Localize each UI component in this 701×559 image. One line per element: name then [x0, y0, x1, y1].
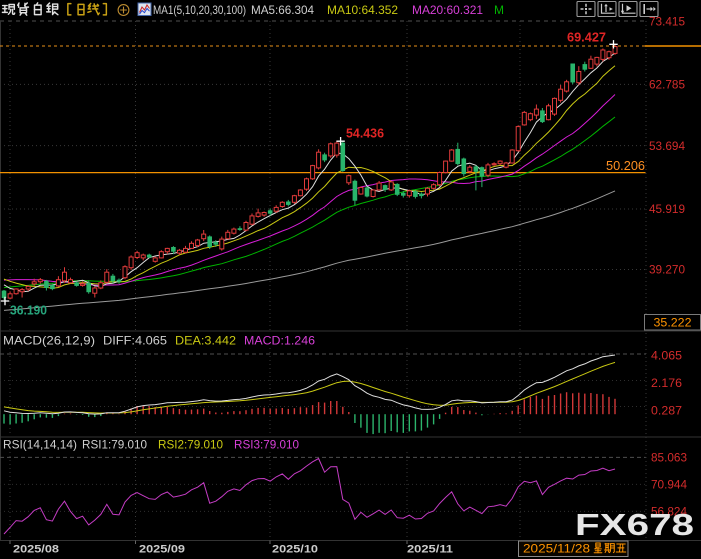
svg-text:MA1(5,10,20,30,100): MA1(5,10,20,30,100) — [153, 3, 246, 17]
svg-text:MACD(26,12,9): MACD(26,12,9) — [3, 334, 95, 348]
svg-text:2025/11/28: 2025/11/28 — [523, 542, 590, 556]
svg-text:DEA:3.442: DEA:3.442 — [175, 334, 236, 348]
svg-text:85.063: 85.063 — [651, 453, 687, 465]
svg-text:MACD:1.246: MACD:1.246 — [244, 334, 315, 348]
svg-text:39.270: 39.270 — [649, 265, 685, 277]
svg-text:2025/09: 2025/09 — [139, 544, 185, 556]
svg-text:4.065: 4.065 — [651, 351, 682, 363]
svg-text:56.824: 56.824 — [651, 507, 688, 519]
svg-text:54.436: 54.436 — [346, 126, 384, 141]
svg-text:69.427: 69.427 — [567, 30, 606, 45]
svg-text:36.190: 36.190 — [10, 303, 47, 318]
svg-text:RSI3:79.010: RSI3:79.010 — [234, 438, 299, 452]
svg-text:2025/08: 2025/08 — [13, 544, 59, 556]
svg-text:MA5:66.304: MA5:66.304 — [251, 3, 314, 17]
svg-text:73.415: 73.415 — [649, 17, 685, 29]
svg-text:MA20:60.321: MA20:60.321 — [412, 3, 483, 17]
svg-text:45.919: 45.919 — [649, 204, 685, 216]
svg-text:50.206: 50.206 — [606, 159, 645, 173]
svg-text:RSI(14,14,14): RSI(14,14,14) — [3, 438, 77, 452]
svg-text:2025/11: 2025/11 — [407, 544, 453, 556]
svg-text:FX678: FX678 — [575, 507, 694, 542]
svg-text:RSI2:79.010: RSI2:79.010 — [158, 438, 223, 452]
svg-text:M: M — [494, 3, 504, 17]
svg-text:RSI1:79.010: RSI1:79.010 — [82, 438, 147, 452]
svg-text:70.944: 70.944 — [651, 480, 688, 492]
svg-text:35.222: 35.222 — [654, 318, 692, 330]
svg-text:DIFF:4.065: DIFF:4.065 — [103, 334, 167, 348]
svg-text:MA10:64.352: MA10:64.352 — [327, 3, 398, 17]
svg-text:0.287: 0.287 — [651, 406, 682, 418]
svg-text:53.694: 53.694 — [649, 141, 686, 153]
svg-text:2025/10: 2025/10 — [272, 544, 318, 556]
svg-text:62.785: 62.785 — [649, 80, 685, 92]
svg-text:2.176: 2.176 — [651, 378, 682, 390]
